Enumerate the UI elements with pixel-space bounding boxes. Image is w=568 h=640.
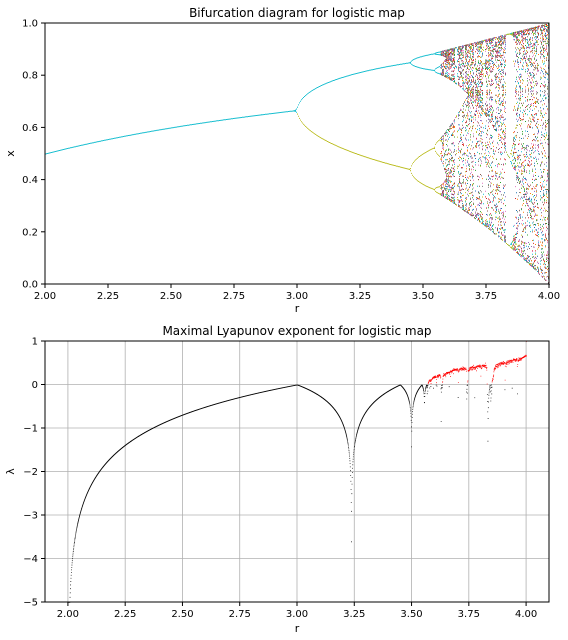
bifurcation-chart: Bifurcation diagram for logistic map 2.0… [4,6,560,315]
x-tick-label: 2.50 [160,291,182,302]
bifurcation-point-cloud [441,25,550,285]
y-tick-label: −1 [23,424,38,435]
x-tick-label: 3.75 [475,291,497,302]
x-tick-label: 4.00 [538,291,560,302]
y-tick-label: 1 [32,337,38,348]
lyapunov-negative-points [68,385,518,603]
bifurcation-point-cloud [45,24,550,285]
chart1-ticks: 2.00 2.25 2.50 2.75 3.00 3.25 3.50 3.75 4.00 0.0 0… [22,19,560,303]
x-tick-label: 2.50 [171,609,193,620]
bifurcation-point-cloud [441,25,550,285]
y-tick-label: 0.2 [22,227,38,238]
y-tick-label: −3 [23,511,38,522]
y-tick-label: 0 [32,380,38,391]
bifurcation-point-cloud [441,26,550,285]
x-tick-label: 3.00 [286,609,308,620]
x-tick-label: 3.50 [412,291,434,302]
y-tick-label: 1.0 [22,19,38,30]
chart2-ylabel: λ [4,468,17,475]
x-tick-label: 3.00 [286,291,308,302]
bifurcation-point-cloud [297,25,550,286]
x-tick-label: 3.25 [343,609,365,620]
x-tick-label: 3.25 [349,291,371,302]
bifurcation-point-cloud [441,25,550,285]
x-tick-label: 2.75 [229,609,251,620]
chart2-xlabel: r [295,622,300,635]
bifurcation-points [45,23,550,285]
y-tick-label: −2 [23,467,38,478]
y-tick-label: 0.6 [22,123,38,134]
y-tick-label: 0.4 [22,175,38,186]
chart1-ylabel: x [4,150,17,157]
lyapunov-positive-points [428,341,527,384]
chart1-title: Bifurcation diagram for logistic map [189,6,405,20]
chart1-plot-frame [45,23,549,284]
x-tick-label: 2.00 [34,291,56,302]
x-tick-label: 3.50 [400,609,422,620]
y-tick-label: 0.0 [22,280,38,291]
x-tick-label: 3.75 [458,609,480,620]
y-tick-label: 0.8 [22,71,38,82]
x-tick-label: 2.75 [223,291,245,302]
lyapunov-chart: Maximal Lyapunov exponent for logistic m… [4,324,549,635]
y-tick-label: −5 [23,598,38,609]
chart2-grid [45,341,549,602]
chart1-xlabel: r [295,302,300,315]
x-tick-label: 2.25 [114,609,136,620]
chart2-title: Maximal Lyapunov exponent for logistic m… [162,324,431,338]
chart2-ticks: 2.00 2.25 2.50 2.75 3.00 3.25 3.50 3.75 4.00 −5 −4… [23,337,537,621]
y-tick-label: −4 [23,554,38,565]
x-tick-label: 2.25 [97,291,119,302]
x-tick-label: 2.00 [57,609,79,620]
x-tick-label: 4.00 [515,609,537,620]
